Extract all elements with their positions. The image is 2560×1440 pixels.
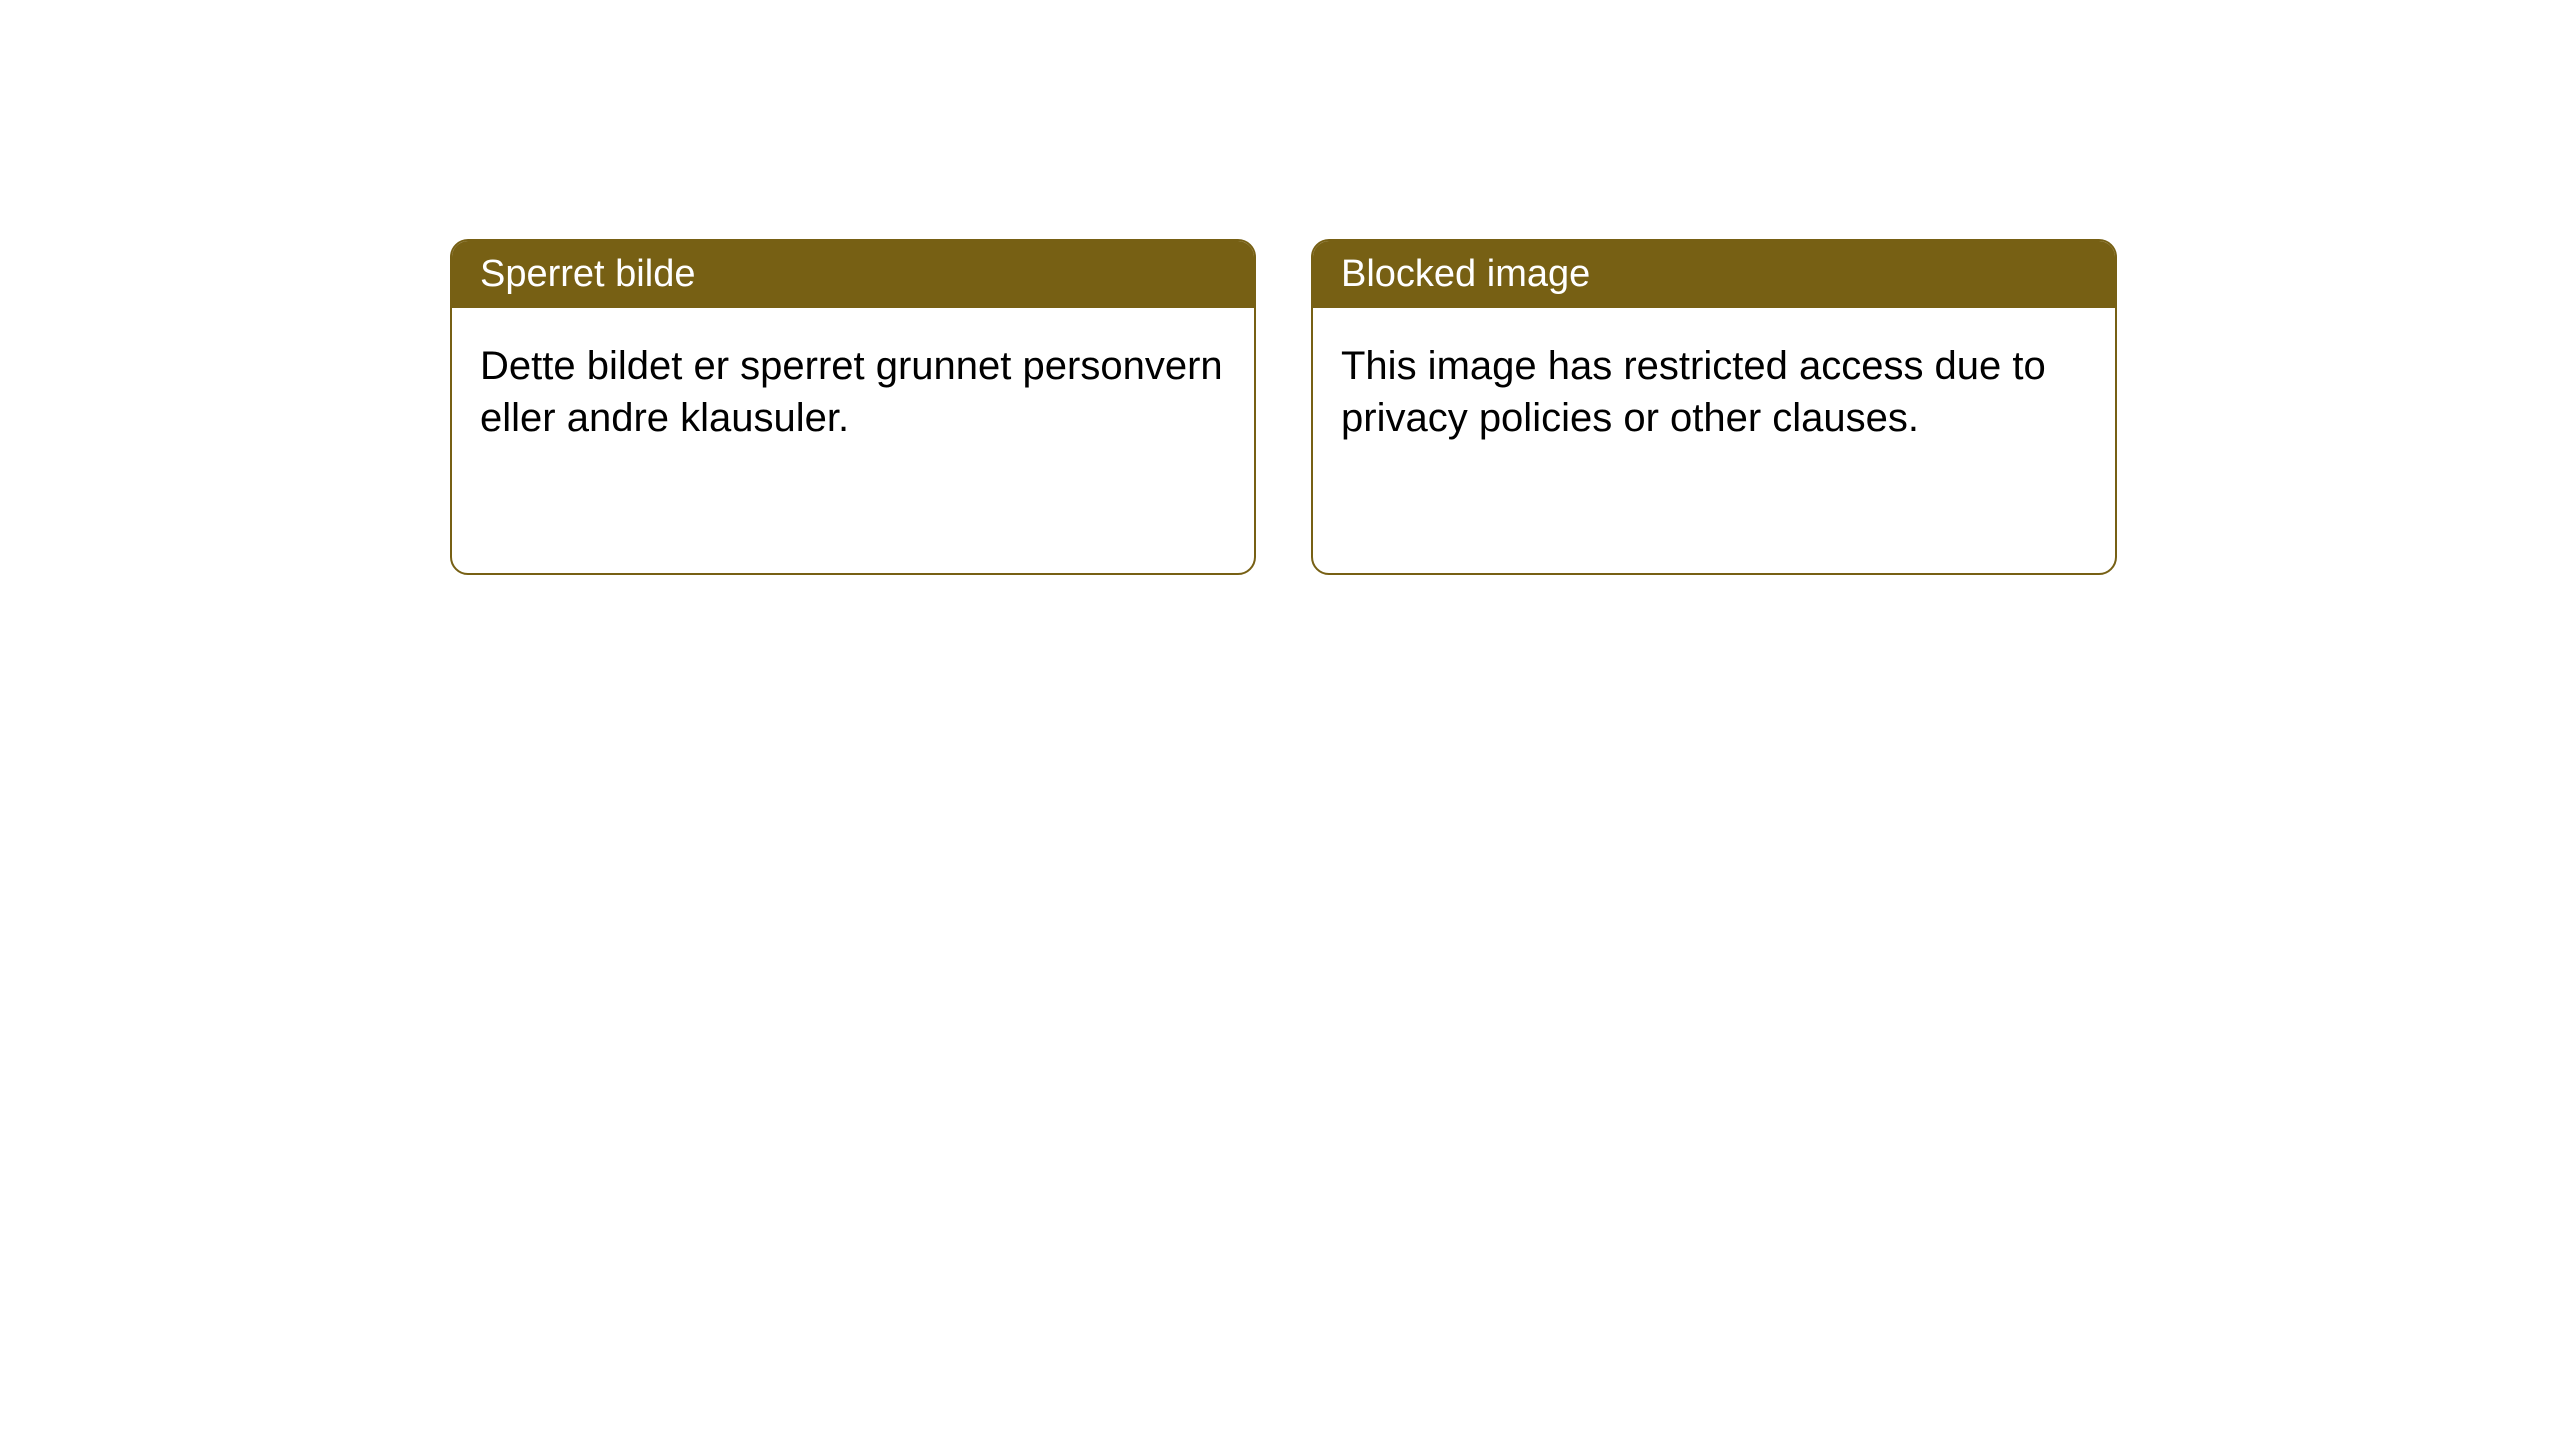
notice-body: Dette bildet er sperret grunnet personve… xyxy=(452,308,1254,476)
notice-header: Sperret bilde xyxy=(452,241,1254,308)
notices-container: Sperret bilde Dette bildet er sperret gr… xyxy=(450,239,2117,575)
notice-card-norwegian: Sperret bilde Dette bildet er sperret gr… xyxy=(450,239,1256,575)
notice-card-english: Blocked image This image has restricted … xyxy=(1311,239,2117,575)
notice-body: This image has restricted access due to … xyxy=(1313,308,2115,476)
notice-header: Blocked image xyxy=(1313,241,2115,308)
